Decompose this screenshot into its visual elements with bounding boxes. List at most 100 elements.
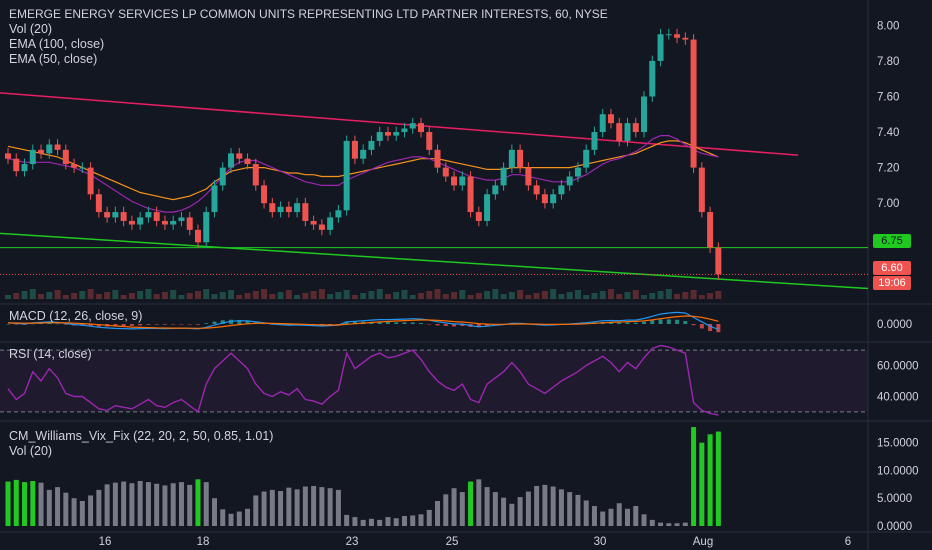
candle-body bbox=[277, 206, 284, 213]
macd-histogram-bar bbox=[476, 324, 481, 328]
price-tick-label: 7.80 bbox=[877, 56, 899, 68]
candle-body bbox=[269, 203, 276, 213]
candle-body bbox=[525, 167, 532, 186]
candle-body bbox=[252, 164, 259, 186]
macd-histogram-bar bbox=[63, 324, 68, 325]
trendlines[interactable] bbox=[0, 92, 869, 290]
volume-bar bbox=[310, 291, 317, 299]
candle-body bbox=[228, 153, 235, 168]
vix-bar bbox=[38, 482, 44, 526]
volume-bar bbox=[87, 289, 94, 299]
candle-body bbox=[641, 96, 648, 133]
vix-bar bbox=[145, 482, 151, 526]
candle-body bbox=[302, 203, 309, 221]
candle-body bbox=[128, 220, 135, 225]
vix-bar bbox=[542, 484, 548, 526]
ema100-legend[interactable]: EMA (100, close) bbox=[9, 37, 105, 51]
volume-bar bbox=[467, 295, 474, 299]
macd-histogram-bar bbox=[220, 320, 225, 324]
macd-line bbox=[7, 311, 719, 331]
candle-body bbox=[87, 167, 94, 195]
candlesticks[interactable] bbox=[5, 28, 722, 280]
vix-bar bbox=[121, 481, 127, 526]
candle-body bbox=[186, 217, 193, 230]
volume-bar bbox=[558, 294, 565, 299]
time-tick-label: 25 bbox=[446, 536, 459, 548]
candle-body bbox=[574, 167, 581, 177]
vix-bar bbox=[220, 509, 226, 526]
vix-bar bbox=[410, 515, 416, 526]
vix-bar bbox=[534, 486, 540, 526]
macd-histogram-bar bbox=[402, 322, 407, 324]
green-level-tag: 6.75 bbox=[873, 234, 911, 248]
volume-bar bbox=[137, 291, 144, 299]
volume-bar bbox=[459, 290, 466, 299]
candle-body bbox=[566, 176, 573, 186]
vix-bar bbox=[129, 483, 135, 526]
macd-histogram-bar bbox=[427, 324, 432, 325]
vix-bar bbox=[435, 501, 441, 526]
volume-bar bbox=[376, 289, 383, 299]
volume-bar bbox=[550, 289, 557, 299]
vix-bar bbox=[699, 442, 705, 526]
time-tick-label: Aug bbox=[693, 536, 713, 548]
vix-bar bbox=[715, 431, 721, 526]
volume-bar bbox=[13, 293, 20, 299]
vix-bar bbox=[377, 519, 383, 526]
candle-body bbox=[54, 144, 61, 150]
axes: 8.007.807.607.407.207.006.800.000060.000… bbox=[99, 20, 919, 548]
candle-body bbox=[624, 123, 631, 141]
vix-bar bbox=[501, 497, 507, 526]
vix-bar bbox=[294, 489, 300, 526]
volume-bar bbox=[95, 294, 102, 299]
candle-body bbox=[715, 247, 722, 275]
rsi-legend[interactable]: RSI (14, close) bbox=[9, 347, 92, 361]
macd-pane[interactable] bbox=[6, 311, 721, 333]
vix-bar bbox=[327, 488, 333, 526]
ema50-legend[interactable]: EMA (50, close) bbox=[9, 52, 98, 66]
candle-body bbox=[71, 164, 78, 168]
volume-bar bbox=[302, 293, 309, 299]
candle-body bbox=[484, 194, 491, 221]
vol-legend[interactable]: Vol (20) bbox=[9, 22, 53, 36]
volume-bar bbox=[591, 293, 598, 299]
candle-body bbox=[38, 149, 45, 154]
candle-body bbox=[401, 128, 408, 133]
macd-histogram-bar bbox=[336, 324, 341, 325]
vix-bar bbox=[658, 522, 664, 526]
candle-body bbox=[62, 149, 69, 165]
macd-histogram-bar bbox=[162, 324, 167, 325]
vix-bar bbox=[137, 481, 143, 526]
vix-bar bbox=[253, 495, 259, 526]
candle-body bbox=[616, 123, 623, 141]
rsi-pane[interactable] bbox=[0, 344, 868, 416]
vix-bar bbox=[682, 522, 688, 526]
vix-bar bbox=[63, 492, 69, 526]
time-tick-label: 16 bbox=[99, 536, 112, 548]
volume-bar bbox=[682, 292, 689, 299]
macd-legend[interactable]: MACD (12, 26, close, 9) bbox=[9, 309, 143, 323]
vix-bar bbox=[112, 482, 118, 526]
vix-bar bbox=[195, 479, 201, 526]
candle-body bbox=[194, 229, 201, 243]
vix-bar bbox=[443, 494, 449, 526]
time-tick-label: 30 bbox=[594, 536, 607, 548]
candle-body bbox=[492, 185, 499, 195]
macd-histogram-bar bbox=[658, 319, 663, 324]
vix-pane[interactable] bbox=[5, 427, 721, 526]
vix-bar bbox=[633, 506, 639, 526]
vix-bar bbox=[525, 491, 531, 526]
candle-body bbox=[343, 140, 350, 211]
vix-legend[interactable]: CM_Williams_Vix_Fix (22, 20, 2, 50, 0.85… bbox=[9, 429, 274, 443]
volume-bar bbox=[599, 291, 606, 299]
macd-histogram-bar bbox=[113, 324, 118, 327]
candle-body bbox=[318, 224, 325, 230]
vix-bar bbox=[261, 491, 267, 526]
volume-bar bbox=[426, 291, 433, 299]
candle-body bbox=[599, 114, 606, 133]
macd-histogram-bar bbox=[237, 320, 242, 324]
vix-bar bbox=[558, 489, 564, 526]
vol2-legend[interactable]: Vol (20) bbox=[9, 444, 53, 458]
macd-histogram-bar bbox=[419, 323, 423, 324]
